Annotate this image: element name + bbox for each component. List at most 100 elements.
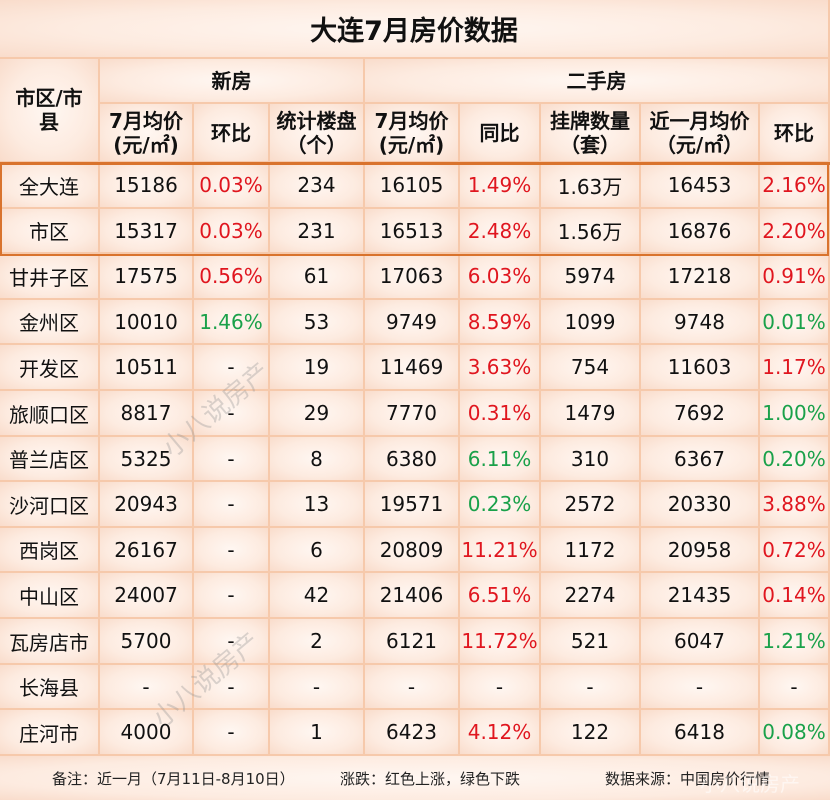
table-cell-sh-mom: 2.20% xyxy=(760,209,830,254)
column-header-line1: 统计楼盘 xyxy=(276,108,357,133)
table-cell-sh-price: 20809 xyxy=(365,528,460,573)
column-header-line2: （套） xyxy=(560,132,620,157)
column-header-line1: 环比 xyxy=(774,120,814,145)
table-cell-recent-price: 20958 xyxy=(641,528,760,573)
header-region: 市区/市县 xyxy=(0,59,100,163)
table-cell-projects: 8 xyxy=(270,437,365,482)
column-header-line2: （个） xyxy=(286,132,347,157)
column-header: 统计楼盘 （个） xyxy=(270,104,365,163)
table-cell-listings: 1.56万 xyxy=(541,209,641,254)
table-cell-sh-yoy: 6.11% xyxy=(460,437,541,482)
table-cell-sh-price: - xyxy=(365,665,460,710)
column-header-line1: 7月均价 xyxy=(374,108,449,133)
table-cell-sh-mom: 1.17% xyxy=(760,345,830,391)
table-cell-sh-yoy: 0.31% xyxy=(460,391,541,437)
table-cell-new-mom: 0.03% xyxy=(194,163,270,209)
table-cell-sh-yoy: 11.21% xyxy=(460,528,541,573)
table-cell-recent-price: 9748 xyxy=(641,300,760,345)
table-cell-new-price: 17575 xyxy=(100,254,194,300)
header-divider xyxy=(0,162,830,165)
table-cell-sh-price: 11469 xyxy=(365,345,460,391)
table-cell-sh-yoy: 1.49% xyxy=(460,163,541,209)
row-region: 市区 xyxy=(0,209,100,254)
table-cell-projects: 1 xyxy=(270,710,365,756)
row-region: 庄河市 xyxy=(0,710,100,756)
row-region: 长海县 xyxy=(0,665,100,710)
table-cell-sh-yoy: 4.12% xyxy=(460,710,541,756)
column-header: 环比 xyxy=(760,104,830,163)
header-new-house: 新房 xyxy=(100,59,365,104)
table-cell-listings: 5974 xyxy=(541,254,641,300)
table-cell-sh-yoy: 0.23% xyxy=(460,482,541,528)
header-second-hand: 二手房 xyxy=(365,59,830,104)
table-cell-new-price: 15186 xyxy=(100,163,194,209)
table-cell-new-mom: - xyxy=(194,665,270,710)
table-cell-recent-price: 6047 xyxy=(641,619,760,665)
row-region: 开发区 xyxy=(0,345,100,391)
table-cell-new-price: 4000 xyxy=(100,710,194,756)
table-cell-sh-price: 7770 xyxy=(365,391,460,437)
footer-legend: 涨跌：红色上涨，绿色下跌 xyxy=(340,770,521,788)
table-cell-recent-price: 7692 xyxy=(641,391,760,437)
table-cell-listings: 1099 xyxy=(541,300,641,345)
table-cell-sh-mom: 3.88% xyxy=(760,482,830,528)
table-cell-new-price: 26167 xyxy=(100,528,194,573)
row-region: 旅顺口区 xyxy=(0,391,100,437)
table-cell-projects: 6 xyxy=(270,528,365,573)
table-cell-new-price: 8817 xyxy=(100,391,194,437)
table-cell-projects: 13 xyxy=(270,482,365,528)
row-region: 金州区 xyxy=(0,300,100,345)
table-cell-recent-price: 20330 xyxy=(641,482,760,528)
table-cell-listings: 1172 xyxy=(541,528,641,573)
table-cell-sh-price: 6423 xyxy=(365,710,460,756)
table-cell-sh-price: 16105 xyxy=(365,163,460,209)
table-cell-new-mom: 0.03% xyxy=(194,209,270,254)
row-region: 西岗区 xyxy=(0,528,100,573)
table-cell-new-price: 20943 xyxy=(100,482,194,528)
table-cell-recent-price: 21435 xyxy=(641,573,760,619)
table-cell-sh-mom: 0.14% xyxy=(760,573,830,619)
column-header-line1: 同比 xyxy=(479,120,520,145)
table-footer: 备注：近一月（7月11日-8月10日） 涨跌：红色上涨，绿色下跌 数据来源：中国… xyxy=(0,756,830,800)
table-cell-new-mom: - xyxy=(194,437,270,482)
table-cell-recent-price: - xyxy=(641,665,760,710)
column-header-line1: 挂牌数量 xyxy=(550,108,630,133)
table-cell-listings: 310 xyxy=(541,437,641,482)
table-cell-new-price: 10511 xyxy=(100,345,194,391)
table-cell-new-mom: - xyxy=(194,482,270,528)
row-region: 中山区 xyxy=(0,573,100,619)
footer-note: 备注：近一月（7月11日-8月10日） xyxy=(52,770,295,788)
row-region: 沙河口区 xyxy=(0,482,100,528)
table-cell-sh-price: 16513 xyxy=(365,209,460,254)
table-cell-new-price: - xyxy=(100,665,194,710)
table-cell-new-mom: - xyxy=(194,528,270,573)
column-header-line2: （元/㎡） xyxy=(655,132,744,157)
table-cell-projects: 2 xyxy=(270,619,365,665)
table-cell-new-mom: - xyxy=(194,710,270,756)
table-cell-new-price: 10010 xyxy=(100,300,194,345)
column-header-line2: (元/㎡) xyxy=(378,132,445,157)
column-header-line2: (元/㎡) xyxy=(113,132,179,157)
column-header-line1: 7月均价 xyxy=(109,108,183,133)
table-cell-sh-price: 17063 xyxy=(365,254,460,300)
table-cell-sh-mom: 0.08% xyxy=(760,710,830,756)
row-region: 普兰店区 xyxy=(0,437,100,482)
table-cell-sh-mom: 0.01% xyxy=(760,300,830,345)
table-cell-projects: 234 xyxy=(270,163,365,209)
table-cell-new-mom: - xyxy=(194,573,270,619)
row-region: 瓦房店市 xyxy=(0,619,100,665)
table-cell-sh-mom: 0.91% xyxy=(760,254,830,300)
column-header: 同比 xyxy=(460,104,541,163)
table-cell-listings: 2572 xyxy=(541,482,641,528)
table-cell-new-price: 5700 xyxy=(100,619,194,665)
table-cell-projects: 29 xyxy=(270,391,365,437)
table-cell-listings: 521 xyxy=(541,619,641,665)
column-header: 7月均价 (元/㎡) xyxy=(100,104,194,163)
table-cell-sh-yoy: 3.63% xyxy=(460,345,541,391)
table-cell-listings: 122 xyxy=(541,710,641,756)
table-cell-sh-mom: 1.21% xyxy=(760,619,830,665)
table-cell-recent-price: 6418 xyxy=(641,710,760,756)
table-cell-recent-price: 16453 xyxy=(641,163,760,209)
table-cell-sh-mom: 2.16% xyxy=(760,163,830,209)
